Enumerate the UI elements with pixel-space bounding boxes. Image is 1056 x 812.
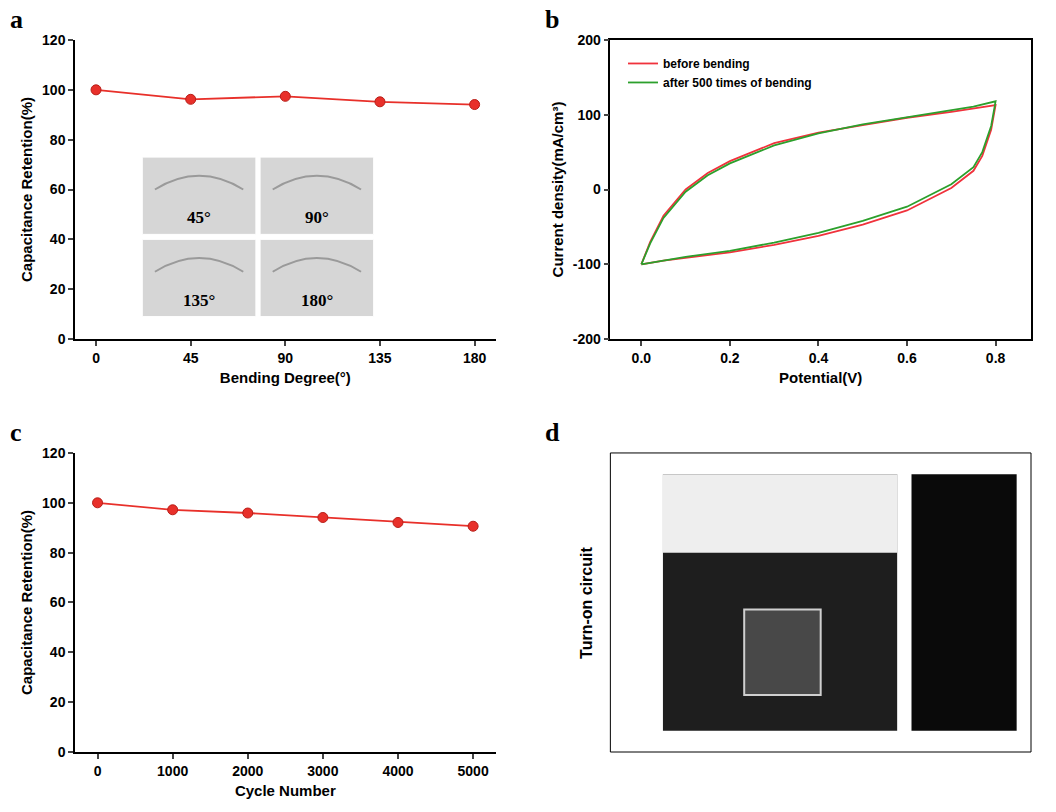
- svg-text:Bending Degree(°): Bending Degree(°): [220, 369, 351, 386]
- svg-text:-200: -200: [573, 331, 601, 347]
- svg-text:135°: 135°: [183, 291, 215, 310]
- svg-text:0.0: 0.0: [632, 350, 652, 366]
- svg-text:0: 0: [593, 181, 601, 197]
- svg-text:180: 180: [463, 350, 487, 366]
- svg-text:200: 200: [577, 32, 601, 48]
- svg-text:1000: 1000: [157, 763, 188, 779]
- svg-text:0.2: 0.2: [720, 350, 740, 366]
- svg-text:20: 20: [50, 281, 66, 297]
- svg-text:90: 90: [278, 350, 294, 366]
- svg-text:c: c: [10, 418, 22, 447]
- svg-text:before bending: before bending: [663, 57, 750, 71]
- svg-text:Capacitance Retention(%): Capacitance Retention(%): [18, 510, 35, 695]
- svg-text:0: 0: [92, 350, 100, 366]
- svg-text:Current density(mA/cm³): Current density(mA/cm³): [549, 102, 566, 278]
- svg-text:60: 60: [50, 181, 66, 197]
- svg-text:0.4: 0.4: [809, 350, 829, 366]
- svg-text:Capacitance Retention(%): Capacitance Retention(%): [18, 97, 35, 282]
- svg-text:0: 0: [58, 744, 66, 760]
- svg-text:20: 20: [50, 694, 66, 710]
- svg-text:80: 80: [50, 132, 66, 148]
- svg-text:after 500 times of bending: after 500 times of bending: [663, 76, 812, 90]
- svg-text:40: 40: [50, 644, 66, 660]
- svg-text:0: 0: [58, 331, 66, 347]
- svg-text:40: 40: [50, 231, 66, 247]
- svg-text:0.8: 0.8: [986, 350, 1006, 366]
- svg-text:Cycle Number: Cycle Number: [235, 782, 336, 799]
- svg-text:120: 120: [42, 32, 66, 48]
- svg-text:2000: 2000: [232, 763, 263, 779]
- svg-text:100: 100: [42, 495, 66, 511]
- svg-text:45°: 45°: [187, 208, 211, 227]
- svg-text:80: 80: [50, 545, 66, 561]
- svg-text:4000: 4000: [382, 763, 413, 779]
- svg-text:d: d: [545, 418, 560, 447]
- svg-text:Turn-on circuit: Turn-on circuit: [578, 547, 595, 659]
- svg-text:0.6: 0.6: [897, 350, 917, 366]
- svg-text:100: 100: [577, 107, 601, 123]
- svg-text:180°: 180°: [301, 291, 333, 310]
- svg-text:135: 135: [368, 350, 392, 366]
- svg-text:Potential(V): Potential(V): [779, 369, 862, 386]
- svg-text:0: 0: [94, 763, 102, 779]
- svg-text:90°: 90°: [305, 208, 329, 227]
- svg-text:b: b: [545, 5, 559, 34]
- svg-text:60: 60: [50, 594, 66, 610]
- svg-text:45: 45: [183, 350, 199, 366]
- svg-text:a: a: [10, 5, 23, 34]
- svg-text:3000: 3000: [307, 763, 338, 779]
- svg-text:5000: 5000: [458, 763, 489, 779]
- svg-text:120: 120: [42, 445, 66, 461]
- svg-text:-100: -100: [573, 256, 601, 272]
- svg-text:100: 100: [42, 82, 66, 98]
